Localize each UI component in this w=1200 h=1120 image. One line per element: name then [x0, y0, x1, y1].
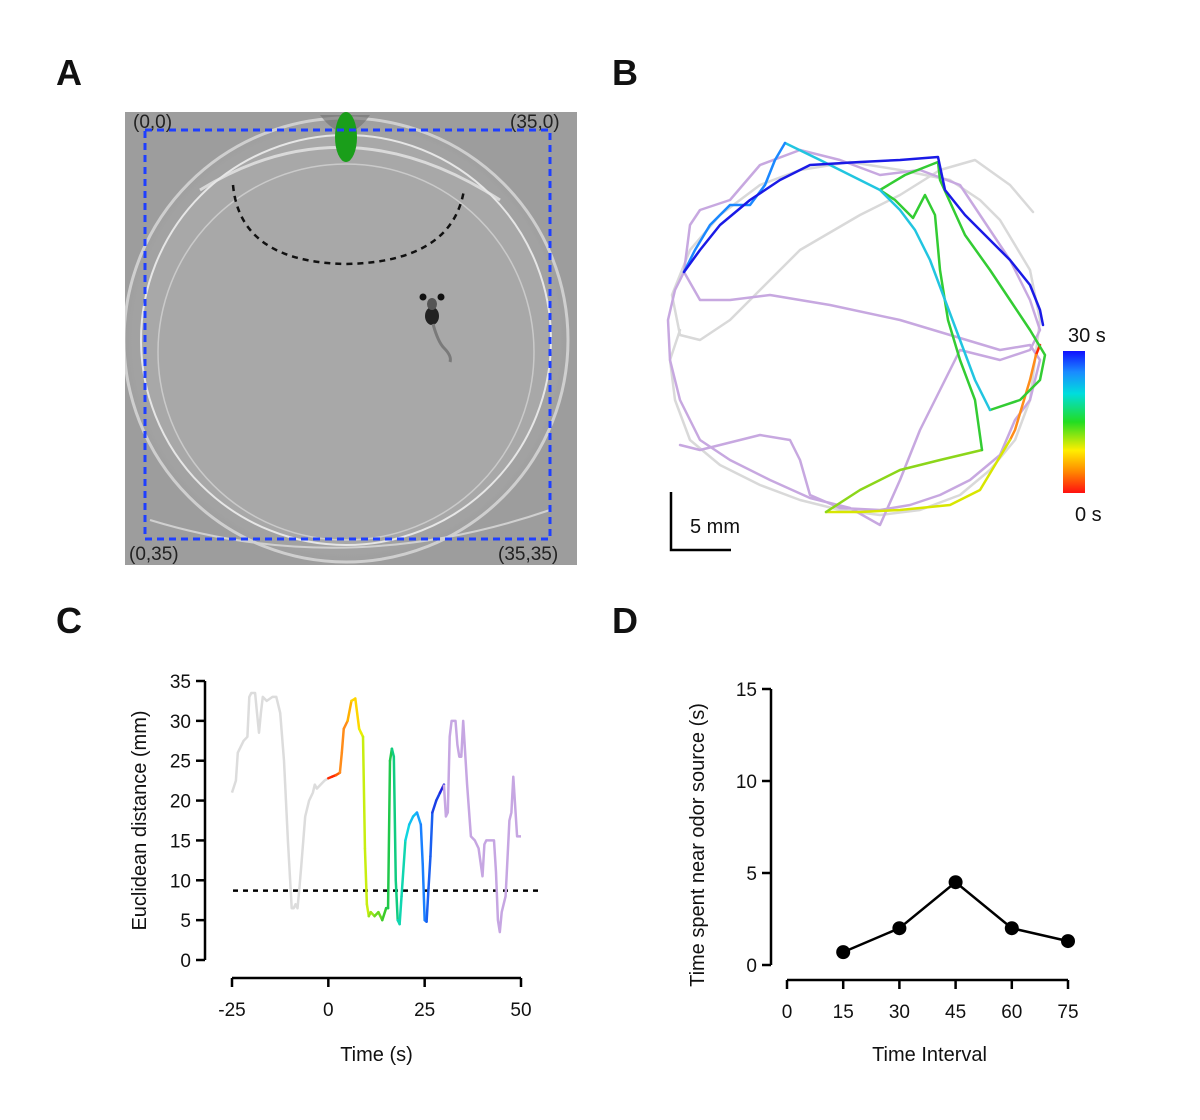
c-series-line-2: [442, 719, 521, 934]
c-series-segment: [386, 759, 392, 910]
d-data-point: [836, 945, 851, 960]
trajectory-before: [668, 158, 1042, 517]
d-series-line: [842, 880, 1069, 954]
corner-label-bottom-right: (35,35): [498, 544, 558, 565]
c-series-segment: [419, 823, 424, 866]
c-series-line-0: [230, 691, 329, 910]
c-y-tick-label: 5: [180, 911, 191, 932]
colorbar-bottom-label: 0 s: [1075, 504, 1102, 526]
dish-inner-rim: [140, 134, 552, 546]
d-x-tick-label: 15: [833, 1002, 854, 1023]
c-x-tick-label: -25: [218, 1000, 245, 1021]
c-series-segment: [400, 839, 407, 898]
c-series-segment: [338, 751, 344, 774]
c-y-tick-label: 10: [170, 871, 191, 892]
scale-bar-label: 5 mm: [690, 516, 740, 538]
c-y-axis-label: Euclidean distance (mm): [129, 710, 151, 930]
d-y-tick-label: 5: [746, 864, 757, 885]
panel-letter-c: C: [56, 600, 82, 641]
c-series-segment: [392, 755, 398, 882]
c-y-tick-label: 30: [170, 712, 191, 733]
c-x-tick-label: 0: [323, 1000, 334, 1021]
c-y-tick-label: 25: [170, 752, 191, 773]
d-data-point: [1061, 934, 1075, 949]
d-y-axis-label: Time spent near odor source (s): [687, 703, 709, 987]
c-series-segment: [354, 697, 361, 731]
scale-bar: [669, 492, 731, 552]
d-x-tick-label: 75: [1057, 1002, 1078, 1023]
d-y-tick-label: 15: [736, 680, 757, 701]
d-data-point: [1004, 921, 1019, 936]
d-x-tick-label: 45: [945, 1002, 966, 1023]
c-series-segment: [415, 811, 423, 826]
d-y-tick-label: 0: [746, 956, 757, 977]
c-series-segment: [390, 747, 396, 758]
c-y-tick-label: 35: [170, 672, 191, 693]
d-data-point: [948, 875, 963, 890]
corner-label-top-left: (0,0): [133, 112, 172, 133]
c-series-segment: [429, 811, 434, 858]
trajectory-after: [666, 148, 1042, 527]
c-series-segment: [398, 894, 403, 926]
corner-label-bottom-left: (0,35): [129, 544, 179, 565]
odor-source-marker: [335, 112, 357, 162]
c-x-tick-label: 25: [414, 1000, 435, 1021]
colorbar: [1063, 351, 1085, 493]
c-series-segment: [394, 879, 399, 922]
threshold-arc: [231, 184, 466, 266]
panel-letter-a: A: [56, 52, 82, 93]
d-x-axis-label: Time Interval: [872, 1044, 987, 1066]
c-y-tick-label: 20: [170, 792, 191, 813]
d-x-tick-label: 0: [782, 1002, 793, 1023]
c-x-tick-label: 50: [510, 1000, 531, 1021]
c-series-segment: [381, 906, 388, 922]
c-series-segment: [408, 815, 415, 826]
c-series-segment: [346, 699, 353, 723]
corner-label-top-right: (35,0): [510, 112, 560, 133]
c-y-tick-label: 15: [170, 831, 191, 852]
larva-image: [419, 293, 452, 363]
c-series-segment: [427, 855, 432, 890]
c-series-segment: [342, 719, 349, 731]
chart-d: 0 5 10 15 0 15 30 45 60 75 Time Interval Time spent…: [687, 680, 1079, 1066]
d-x-tick-label: 30: [889, 1002, 910, 1023]
panel-a-photo: [125, 112, 577, 565]
colorbar-top-label: 30 s: [1068, 325, 1106, 347]
chart-c: 0 5 10 15 20 25 30 35 -25 0 25 50 Time (s) Euclidean …: [129, 672, 543, 1066]
panel-letter-d: D: [612, 600, 638, 641]
panel-letter-b: B: [612, 52, 638, 93]
d-data-point: [892, 921, 907, 936]
c-series-segment: [431, 799, 438, 814]
c-series-segment: [404, 823, 411, 842]
c-series-segment: [425, 887, 430, 923]
c-x-axis-label: Time (s): [340, 1044, 413, 1066]
c-y-tick-label: 0: [180, 951, 191, 972]
d-x-tick-label: 60: [1001, 1002, 1022, 1023]
c-series-segment: [340, 727, 345, 754]
d-y-tick-label: 10: [736, 772, 757, 793]
c-series-segment: [363, 847, 369, 906]
c-series-segment: [421, 863, 426, 922]
c-series-segment: [434, 791, 442, 802]
panel-b-trajectory: [666, 141, 1047, 527]
c-series-segment: [361, 735, 367, 850]
